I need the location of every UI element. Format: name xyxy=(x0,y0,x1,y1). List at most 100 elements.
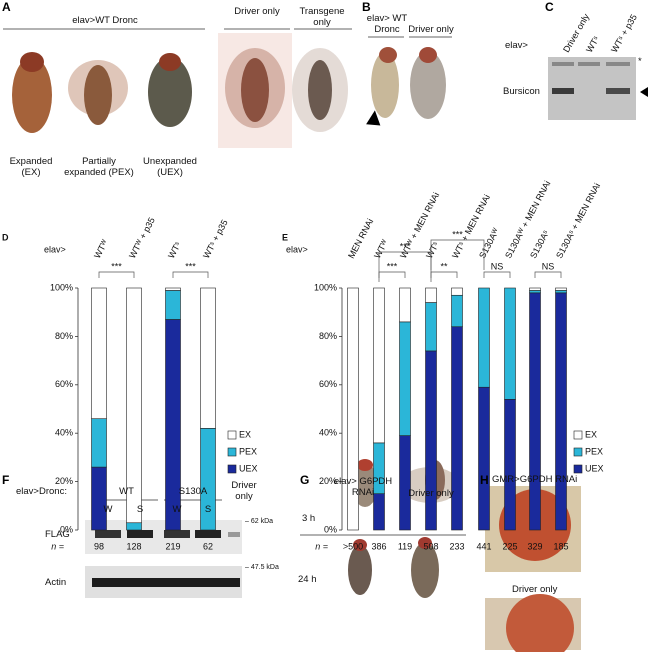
significance-label: ** xyxy=(440,261,448,271)
legend-label: UEX xyxy=(585,463,604,473)
n-value: 225 xyxy=(502,541,517,551)
bar-segment xyxy=(399,435,411,531)
panel-header: elav> G6PDH RNAi xyxy=(333,476,393,498)
panel-header: Driver only xyxy=(234,6,280,17)
bar-segment xyxy=(451,326,463,531)
n-value: 508 xyxy=(423,541,438,551)
bar-segment xyxy=(504,287,516,400)
legend-swatch xyxy=(227,447,237,457)
y-tick-label: 60% xyxy=(319,379,337,389)
row-label: Actin xyxy=(45,577,67,588)
bar-segment xyxy=(399,321,411,436)
x-tick-label: S130Aˢ + MEN RNAi xyxy=(554,181,602,260)
n-label: n = xyxy=(315,541,328,551)
panel-letter: F xyxy=(2,473,10,487)
bar-segment xyxy=(529,287,541,291)
bar-segment xyxy=(200,287,216,429)
x-tick-label: S130Aᵂ xyxy=(477,226,501,260)
group-label: WT xyxy=(119,486,134,497)
significance-label: *** xyxy=(185,261,196,271)
legend-label: PEX xyxy=(585,446,603,456)
legend-swatch xyxy=(227,464,237,474)
bar-segment xyxy=(373,287,385,444)
bar-segment xyxy=(165,319,181,531)
bar-segment xyxy=(91,287,107,419)
legend-label: UEX xyxy=(239,463,258,473)
bar-segment xyxy=(347,287,359,531)
y-tick-label: 80% xyxy=(319,331,337,341)
panel-letter: G xyxy=(300,473,310,487)
lane-label: S xyxy=(136,504,144,515)
x-tick-label: WTᵂ xyxy=(92,238,110,260)
bar-segment xyxy=(91,418,107,468)
phenotype-label: Partially expanded (PEX) xyxy=(64,156,134,178)
y-tick-label: 80% xyxy=(55,331,73,341)
y-tick-label: 20% xyxy=(55,476,73,486)
n-value: 119 xyxy=(398,541,412,551)
lane-label: S xyxy=(204,504,212,515)
n-value: 386 xyxy=(371,541,386,551)
significance-label: NS xyxy=(542,261,555,271)
western-blot xyxy=(85,520,242,598)
time-label: 3 h xyxy=(302,513,316,524)
phenotype-label: Unexpanded (UEX) xyxy=(143,156,197,178)
bar-segment xyxy=(451,287,463,296)
time-label: 24 h xyxy=(298,574,317,585)
legend-swatch xyxy=(573,447,583,457)
marker-label: – 47.5 kDa xyxy=(245,564,279,571)
y-tick-label: 100% xyxy=(50,282,73,292)
x-tick-label: S130Aᵂ + MEN RNAi xyxy=(503,179,552,260)
n-label: n = xyxy=(51,541,64,551)
panel-header: elav> WT Dronc xyxy=(366,13,408,35)
n-value: >500 xyxy=(343,541,363,551)
x-tick-label: WTˢ + p35 xyxy=(201,218,230,260)
n-value: 219 xyxy=(165,541,180,551)
bar-segment xyxy=(451,294,463,328)
legend-swatch xyxy=(573,464,583,474)
legend-label: EX xyxy=(585,429,597,439)
group-label: S130A xyxy=(178,486,208,497)
y-tick-label: 0% xyxy=(60,524,73,534)
y-tick-label: 100% xyxy=(314,282,337,292)
bar-segment xyxy=(165,287,181,291)
prefix-label: elav> xyxy=(44,244,66,254)
bar-segment xyxy=(399,287,411,323)
lane-label: WTˢ xyxy=(584,34,601,54)
bar-segment xyxy=(478,287,490,388)
bar-segment xyxy=(555,292,567,531)
bar-segment xyxy=(126,287,142,524)
y-tick-label: 60% xyxy=(55,379,73,389)
x-tick-label: WTᵂ xyxy=(372,238,390,260)
significance-label: NS xyxy=(491,261,504,271)
n-value: 98 xyxy=(94,541,104,551)
panel-header: GMR>G6PDH RNAi xyxy=(492,474,578,485)
bar-segment xyxy=(478,386,490,531)
y-tick-label: 40% xyxy=(55,428,73,438)
x-tick-label: MEN RNAi xyxy=(346,217,375,260)
bar-segment xyxy=(425,302,437,352)
significance-bracket xyxy=(483,271,511,278)
panel-header: Driver only xyxy=(512,584,558,595)
significance-label: *** xyxy=(452,229,463,239)
panel-letter: D xyxy=(2,232,9,242)
bar-segment xyxy=(555,290,567,294)
lane-label: W xyxy=(172,504,182,515)
significance-bracket xyxy=(98,271,135,278)
bar-segment xyxy=(425,287,437,303)
legend-label: EX xyxy=(239,429,251,439)
bar-segment xyxy=(529,292,541,531)
bar-segment xyxy=(91,466,107,531)
prefix-label: elav>Dronc: xyxy=(16,486,67,497)
bar-segment xyxy=(425,350,437,531)
significance-label: *** xyxy=(111,261,122,271)
bar-segment xyxy=(373,493,385,531)
fly-photos-b xyxy=(366,47,446,126)
fly-photos-a xyxy=(12,33,348,148)
n-value: 441 xyxy=(476,541,491,551)
n-value: 62 xyxy=(203,541,213,551)
lane-label: W xyxy=(103,504,113,515)
legend-swatch xyxy=(573,430,583,440)
fly-photos-g xyxy=(348,459,460,598)
bar-segment xyxy=(529,290,541,294)
marker-label: – 62 kDa xyxy=(245,518,274,525)
